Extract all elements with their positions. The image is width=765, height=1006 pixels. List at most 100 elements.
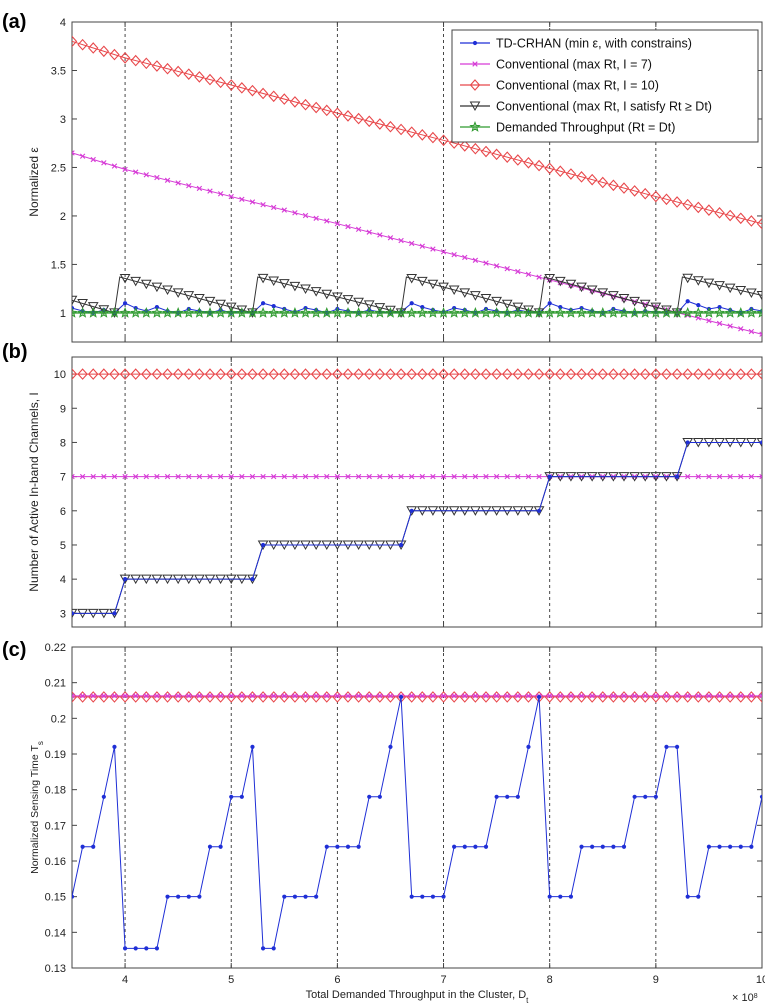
marker-demand [682,306,694,318]
marker-conv10 [693,691,704,703]
marker-conv7 [154,693,160,699]
marker-conv10 [130,691,141,703]
marker-convSat [501,299,513,310]
marker-demand [544,306,556,318]
marker-conv10 [608,368,619,380]
marker-conv7 [578,693,585,699]
marker-td [473,844,478,849]
y-tick-label: 2.5 [51,162,66,174]
marker-convSat [491,296,502,307]
marker-conv7 [685,693,691,699]
marker-demand [161,306,174,318]
marker-conv7 [79,153,86,159]
marker-conv10 [565,691,577,703]
marker-conv7 [695,693,701,699]
marker-conv7 [398,237,404,244]
marker-td [335,844,340,849]
marker-conv10 [639,368,651,380]
marker-convSat [140,279,152,290]
y-tick-label: 3.5 [51,65,66,77]
marker-conv10 [172,65,184,78]
marker-convSat [119,273,131,284]
marker-td [398,542,404,548]
marker-demand [289,306,301,318]
marker-conv10 [491,691,502,703]
marker-conv10 [109,48,120,61]
marker-conv7 [143,172,149,178]
marker-demand [427,306,439,318]
marker-conv10 [353,691,364,703]
marker-conv7 [377,232,383,238]
marker-demand [459,306,471,318]
marker-conv10 [183,68,195,80]
marker-convSat [374,303,386,313]
marker-conv10 [470,142,481,155]
marker-conv10 [682,198,693,211]
marker-demand [204,306,216,318]
marker-conv7 [695,473,701,480]
marker-conv7 [133,169,139,175]
marker-conv7 [515,473,521,480]
marker-conv10 [427,368,439,380]
series-group [72,368,762,619]
marker-conv7 [727,693,733,699]
marker-demand [321,306,333,318]
marker-convSat [332,292,343,302]
marker-conv7 [716,693,723,699]
marker-convSat [746,288,757,299]
marker-conv7 [90,693,96,699]
marker-td [685,440,690,445]
panel-label: (b) [2,341,28,363]
marker-td [547,894,552,899]
marker-conv7 [164,693,171,699]
marker-conv10 [72,691,78,703]
marker-demand [565,306,577,318]
marker-conv10 [194,71,205,83]
marker-demand [119,306,131,318]
marker-convSat [194,294,205,304]
marker-demand [172,306,184,318]
marker-demand [151,306,163,318]
marker-td [717,844,722,849]
marker-conv7 [196,693,203,699]
marker-conv7 [759,331,762,337]
marker-conv10 [629,185,640,197]
marker-demand [554,306,566,318]
marker-td [112,744,117,749]
marker-conv7 [90,156,96,163]
marker-convSat [300,284,311,295]
marker-conv7 [674,693,680,699]
marker-td [696,894,701,899]
y-tick-label: 7 [60,472,66,484]
marker-demand [501,306,513,318]
marker-td [144,946,149,951]
marker-conv10 [438,691,449,703]
marker-td [558,894,563,899]
marker-conv10 [576,691,587,703]
marker-td [441,894,446,899]
marker-conv7 [631,693,638,699]
marker-conv10 [682,368,693,380]
marker-conv7 [515,268,521,275]
marker-conv10 [87,42,99,54]
marker-conv7 [451,251,457,258]
marker-convSat [353,297,364,308]
marker-convSat [289,281,301,292]
marker-conv10 [533,368,545,380]
marker-td [674,474,680,479]
marker-conv7 [239,196,245,202]
marker-conv7 [292,473,298,480]
marker-conv7 [228,473,234,480]
marker-conv7 [738,693,744,699]
marker-td [759,440,762,445]
x-tick-label: 10 [756,974,765,986]
marker-conv10 [72,35,78,48]
marker-conv10 [533,159,545,172]
marker-conv10 [746,215,757,227]
marker-conv10 [618,182,630,194]
marker-td [674,744,680,749]
marker-td [218,844,223,849]
marker-conv10 [151,368,163,380]
x-axis-label-sub: t [526,996,529,1005]
